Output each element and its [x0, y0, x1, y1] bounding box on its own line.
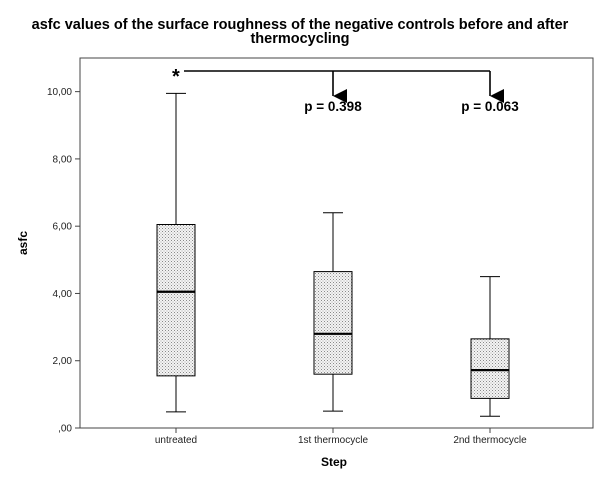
iqr-box: [313, 271, 353, 375]
plot-frame: [79, 57, 594, 429]
box-2: [313, 212, 353, 412]
p-value-label-1: p = 0.398: [304, 99, 362, 114]
x-tick-label-2: 2nd thermocycle: [453, 435, 527, 446]
box-1: [156, 92, 196, 413]
box-3: [470, 276, 510, 417]
x-axis: untreated 1st thermocycle 2nd thermocycle: [155, 428, 527, 446]
y-tick-label-1: 2,00: [53, 356, 73, 367]
chart-title-line-1: asfc values of the surface roughness of …: [31, 17, 569, 33]
x-tick-label-0: untreated: [155, 435, 197, 446]
significance-star: *: [172, 66, 180, 88]
iqr-box: [470, 338, 510, 399]
iqr-box: [156, 224, 196, 377]
y-tick-label-2: 4,00: [53, 289, 73, 300]
significance-annotations: * p = 0.398 p = 0.063: [172, 66, 519, 114]
y-tick-label-5: 10,00: [47, 87, 72, 98]
chart-title: asfc values of the surface roughness of …: [0, 17, 600, 47]
x-tick-label-1: 1st thermocycle: [298, 435, 368, 446]
p-value-label-2: p = 0.063: [461, 99, 519, 114]
x-axis-title: Step: [321, 455, 347, 469]
y-axis-title: asfc: [16, 231, 30, 255]
y-axis: ,00 2,00 4,00 6,00 8,00 10,00: [47, 87, 80, 435]
y-tick-label-0: ,00: [58, 424, 72, 435]
y-tick-label-4: 8,00: [53, 154, 73, 165]
y-tick-label-3: 6,00: [53, 222, 73, 233]
chart-title-line-2: thermocycling: [250, 31, 350, 47]
boxes: [156, 92, 510, 417]
